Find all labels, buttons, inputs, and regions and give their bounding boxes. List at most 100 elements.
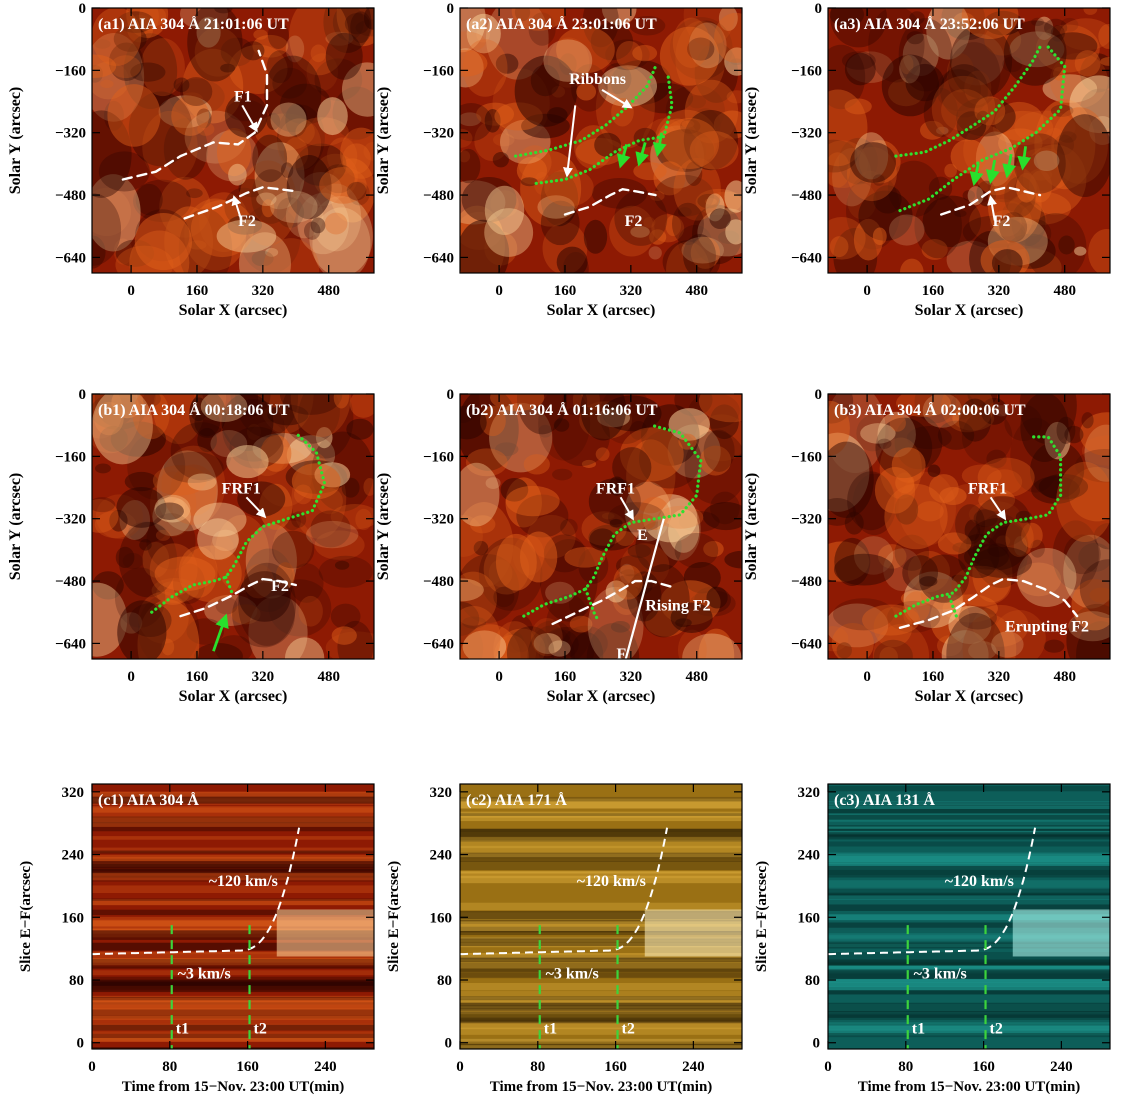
ribbon-curve-b2-1 [584, 587, 600, 622]
x-tick-label: 0 [863, 669, 871, 685]
panel-b1: FRF1 F2 0 160 320 480 0 −160 −320 −480 −640 Solar X… [7, 387, 375, 705]
panel-title: (a3) AIA 304 Å 23:52:06 UT [834, 15, 1025, 33]
x-tick-label: 0 [495, 669, 503, 685]
panel-frame [91, 783, 375, 1050]
arrow-a1-0 [241, 104, 258, 133]
panel-frame [459, 393, 743, 660]
x-tick-label: 0 [127, 283, 135, 299]
arrow-a2-2 [616, 144, 631, 169]
y-axis-label: Solar Y (arcsec) [743, 87, 760, 195]
x-tick-label: 320 [620, 669, 643, 685]
filament-curve-a1-0 [121, 49, 269, 181]
time-marker-label: t1 [912, 1020, 925, 1037]
y-tick-label: 0 [815, 1, 823, 17]
y-tick-label: −640 [55, 250, 86, 266]
x-axis-label: Time from 15−Nov. 23:00 UT(min) [122, 1079, 345, 1095]
y-tick-label: −320 [791, 126, 822, 142]
x-axis-label: Solar X (arcsec) [547, 688, 656, 705]
x-tick-label: 160 [922, 283, 945, 299]
x-tick-label: 160 [604, 1059, 627, 1075]
x-axis-label: Solar X (arcsec) [915, 688, 1024, 705]
annotation-label: F2 [238, 213, 256, 230]
y-tick-label: 160 [798, 910, 821, 926]
y-tick-label: 0 [79, 387, 87, 403]
x-tick-label: 480 [317, 669, 340, 685]
y-tick-label: 0 [445, 1036, 453, 1052]
x-axis-label: Solar X (arcsec) [547, 302, 656, 319]
arrow-a3-1 [969, 163, 984, 187]
y-tick-label: −640 [791, 636, 822, 652]
x-tick-label: 0 [88, 1059, 96, 1075]
y-tick-label: −480 [423, 188, 454, 204]
x-tick-label: 320 [620, 283, 643, 299]
x-axis-label: Time from 15−Nov. 23:00 UT(min) [858, 1079, 1081, 1095]
panel-c3: t1 t2 ~3 km/s ~120 km/s 0 80 160 240 0 80 160 240 32… [754, 783, 1111, 1095]
velocity-slow-label: ~3 km/s [546, 965, 599, 982]
annotation-label: FRF1 [222, 480, 261, 497]
panel-c1: t1 t2 ~3 km/s ~120 km/s 0 80 160 240 0 80 160 240 32… [18, 783, 375, 1095]
arrow-b2-0 [619, 496, 634, 521]
arrow-a3-4 [1017, 146, 1032, 171]
y-tick-label: −320 [55, 126, 86, 142]
y-axis-label: Solar Y (arcsec) [375, 473, 392, 581]
y-axis-label: Solar Y (arcsec) [743, 473, 760, 581]
image-c1 [92, 784, 374, 1049]
x-tick-label: 160 [922, 669, 945, 685]
annotation-label: F [616, 646, 626, 663]
panels: F1 F2 0 160 320 480 0 −160 −320 −480 −640 Solar X (… [7, 1, 1111, 1095]
ribbon-curve-b1-0 [150, 431, 327, 614]
panel-title: (a2) AIA 304 Å 23:01:06 UT [466, 15, 657, 33]
y-tick-label: 320 [62, 785, 85, 801]
x-tick-label: 80 [162, 1059, 177, 1075]
x-tick-label: 320 [252, 669, 275, 685]
x-axis-label: Solar X (arcsec) [179, 302, 288, 319]
annotation-label: Rising F2 [645, 597, 710, 614]
x-tick-label: 160 [554, 283, 577, 299]
y-tick-label: 0 [813, 1036, 821, 1052]
panel-frame [459, 7, 743, 274]
annotation-label: F2 [271, 578, 289, 595]
annotation-label: E [637, 527, 648, 544]
x-tick-label: 480 [685, 283, 708, 299]
y-tick-label: 160 [430, 910, 453, 926]
arrow-a2-3 [635, 142, 649, 167]
panel-title: (b1) AIA 304 Å 00:18:06 UT [98, 401, 290, 419]
image-c3 [828, 784, 1110, 1049]
panel-frame [91, 393, 375, 660]
y-tick-label: −480 [423, 574, 454, 590]
y-axis-label: Slice E−F(arcsec) [18, 861, 34, 972]
ribbon-curve-a3-0 [894, 45, 1042, 158]
x-tick-label: 320 [988, 669, 1011, 685]
velocity-fast-label: ~120 km/s [209, 873, 278, 890]
filament-curve-b2-2 [551, 579, 674, 626]
slit-line-b2 [621, 518, 665, 671]
panel-title: (a1) AIA 304 Å 21:01:06 UT [98, 15, 289, 33]
panel-c2: t1 t2 ~3 km/s ~120 km/s 0 80 160 240 0 80 160 240 32… [386, 783, 743, 1095]
annotation-label: F2 [625, 213, 643, 230]
y-tick-label: 240 [430, 848, 453, 864]
y-axis-label: Solar Y (arcsec) [7, 473, 24, 581]
ribbon-curve-b2-0 [522, 423, 703, 618]
arrow-a2-1 [563, 105, 577, 178]
y-tick-label: −160 [791, 63, 822, 79]
y-tick-label: 0 [447, 1, 455, 17]
image-a3 [828, 8, 1110, 273]
x-tick-label: 240 [1050, 1059, 1073, 1075]
annotation-label: Erupting F2 [1005, 619, 1089, 636]
y-tick-label: −480 [791, 574, 822, 590]
y-tick-label: −480 [55, 574, 86, 590]
x-tick-label: 160 [554, 669, 577, 685]
annotation-label: FRF1 [596, 480, 635, 497]
y-tick-label: −160 [423, 449, 454, 465]
arrow-b1-0 [245, 496, 267, 519]
x-tick-label: 0 [456, 1059, 464, 1075]
time-marker-label: t2 [254, 1020, 267, 1037]
time-marker-label: t1 [544, 1020, 557, 1037]
y-tick-label: −480 [55, 188, 86, 204]
arrow-a1-1 [231, 195, 243, 221]
image-a1 [92, 8, 374, 273]
arrow-a3-3 [1002, 153, 1017, 179]
y-tick-label: 240 [798, 848, 821, 864]
time-marker-label: t2 [622, 1020, 635, 1037]
